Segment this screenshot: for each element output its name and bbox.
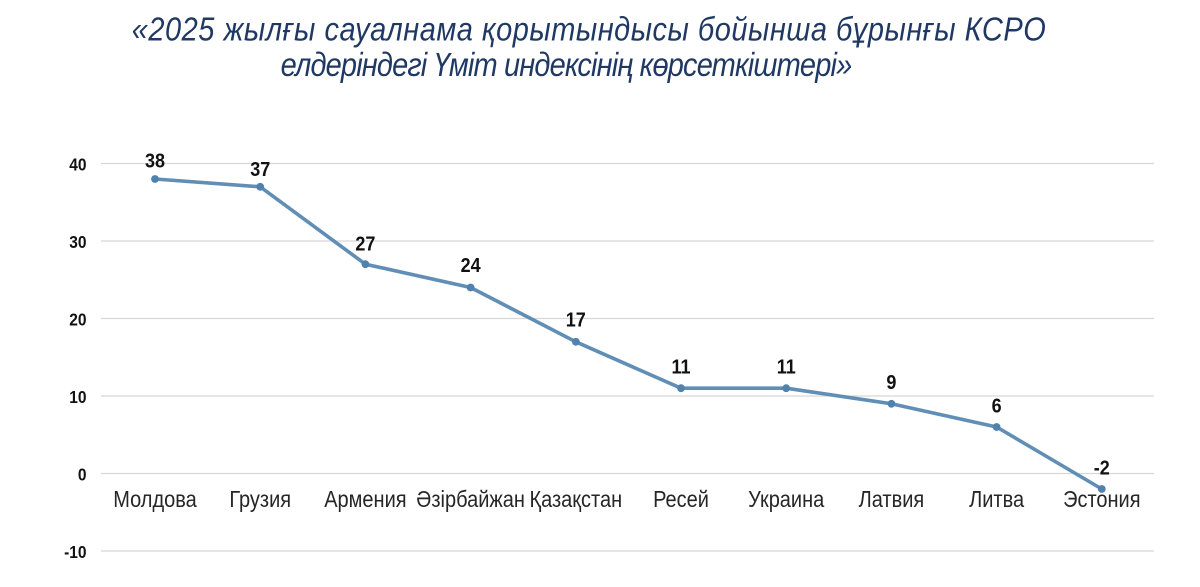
- svg-text:«2025 жылғы сауалнама қорытынд: «2025 жылғы сауалнама қорытындысы бойынш…: [132, 11, 1047, 48]
- svg-text:-2: -2: [1094, 456, 1110, 479]
- svg-text:17: 17: [566, 308, 586, 331]
- svg-text:Латвия: Латвия: [859, 486, 925, 513]
- svg-text:Ресей: Ресей: [653, 486, 709, 513]
- svg-text:Эстония: Эстония: [1063, 486, 1140, 513]
- svg-text:-10: -10: [64, 542, 86, 562]
- svg-text:10: 10: [69, 387, 86, 407]
- svg-text:9: 9: [886, 371, 896, 394]
- svg-text:27: 27: [355, 232, 375, 255]
- svg-text:37: 37: [250, 158, 270, 181]
- svg-text:Молдова: Молдова: [113, 486, 197, 513]
- svg-text:24: 24: [461, 254, 481, 277]
- svg-text:40: 40: [69, 154, 86, 174]
- svg-text:Әзірбайжан: Әзірбайжан: [416, 486, 525, 513]
- svg-text:Армения: Армения: [324, 486, 406, 513]
- svg-text:0: 0: [78, 464, 87, 484]
- svg-text:елдеріндегі Үміт индексінің кө: елдеріндегі Үміт индексінің көрсеткіштер…: [281, 46, 852, 83]
- svg-text:11: 11: [777, 356, 796, 379]
- svg-text:Украина: Украина: [748, 486, 824, 513]
- svg-text:20: 20: [69, 309, 86, 329]
- svg-text:Қазақстан: Қазақстан: [529, 486, 622, 513]
- svg-text:Литва: Литва: [969, 486, 1024, 513]
- svg-text:38: 38: [145, 149, 165, 172]
- svg-text:30: 30: [69, 232, 86, 252]
- svg-text:Грузия: Грузия: [229, 486, 291, 513]
- svg-text:11: 11: [671, 356, 690, 379]
- svg-text:6: 6: [992, 394, 1002, 417]
